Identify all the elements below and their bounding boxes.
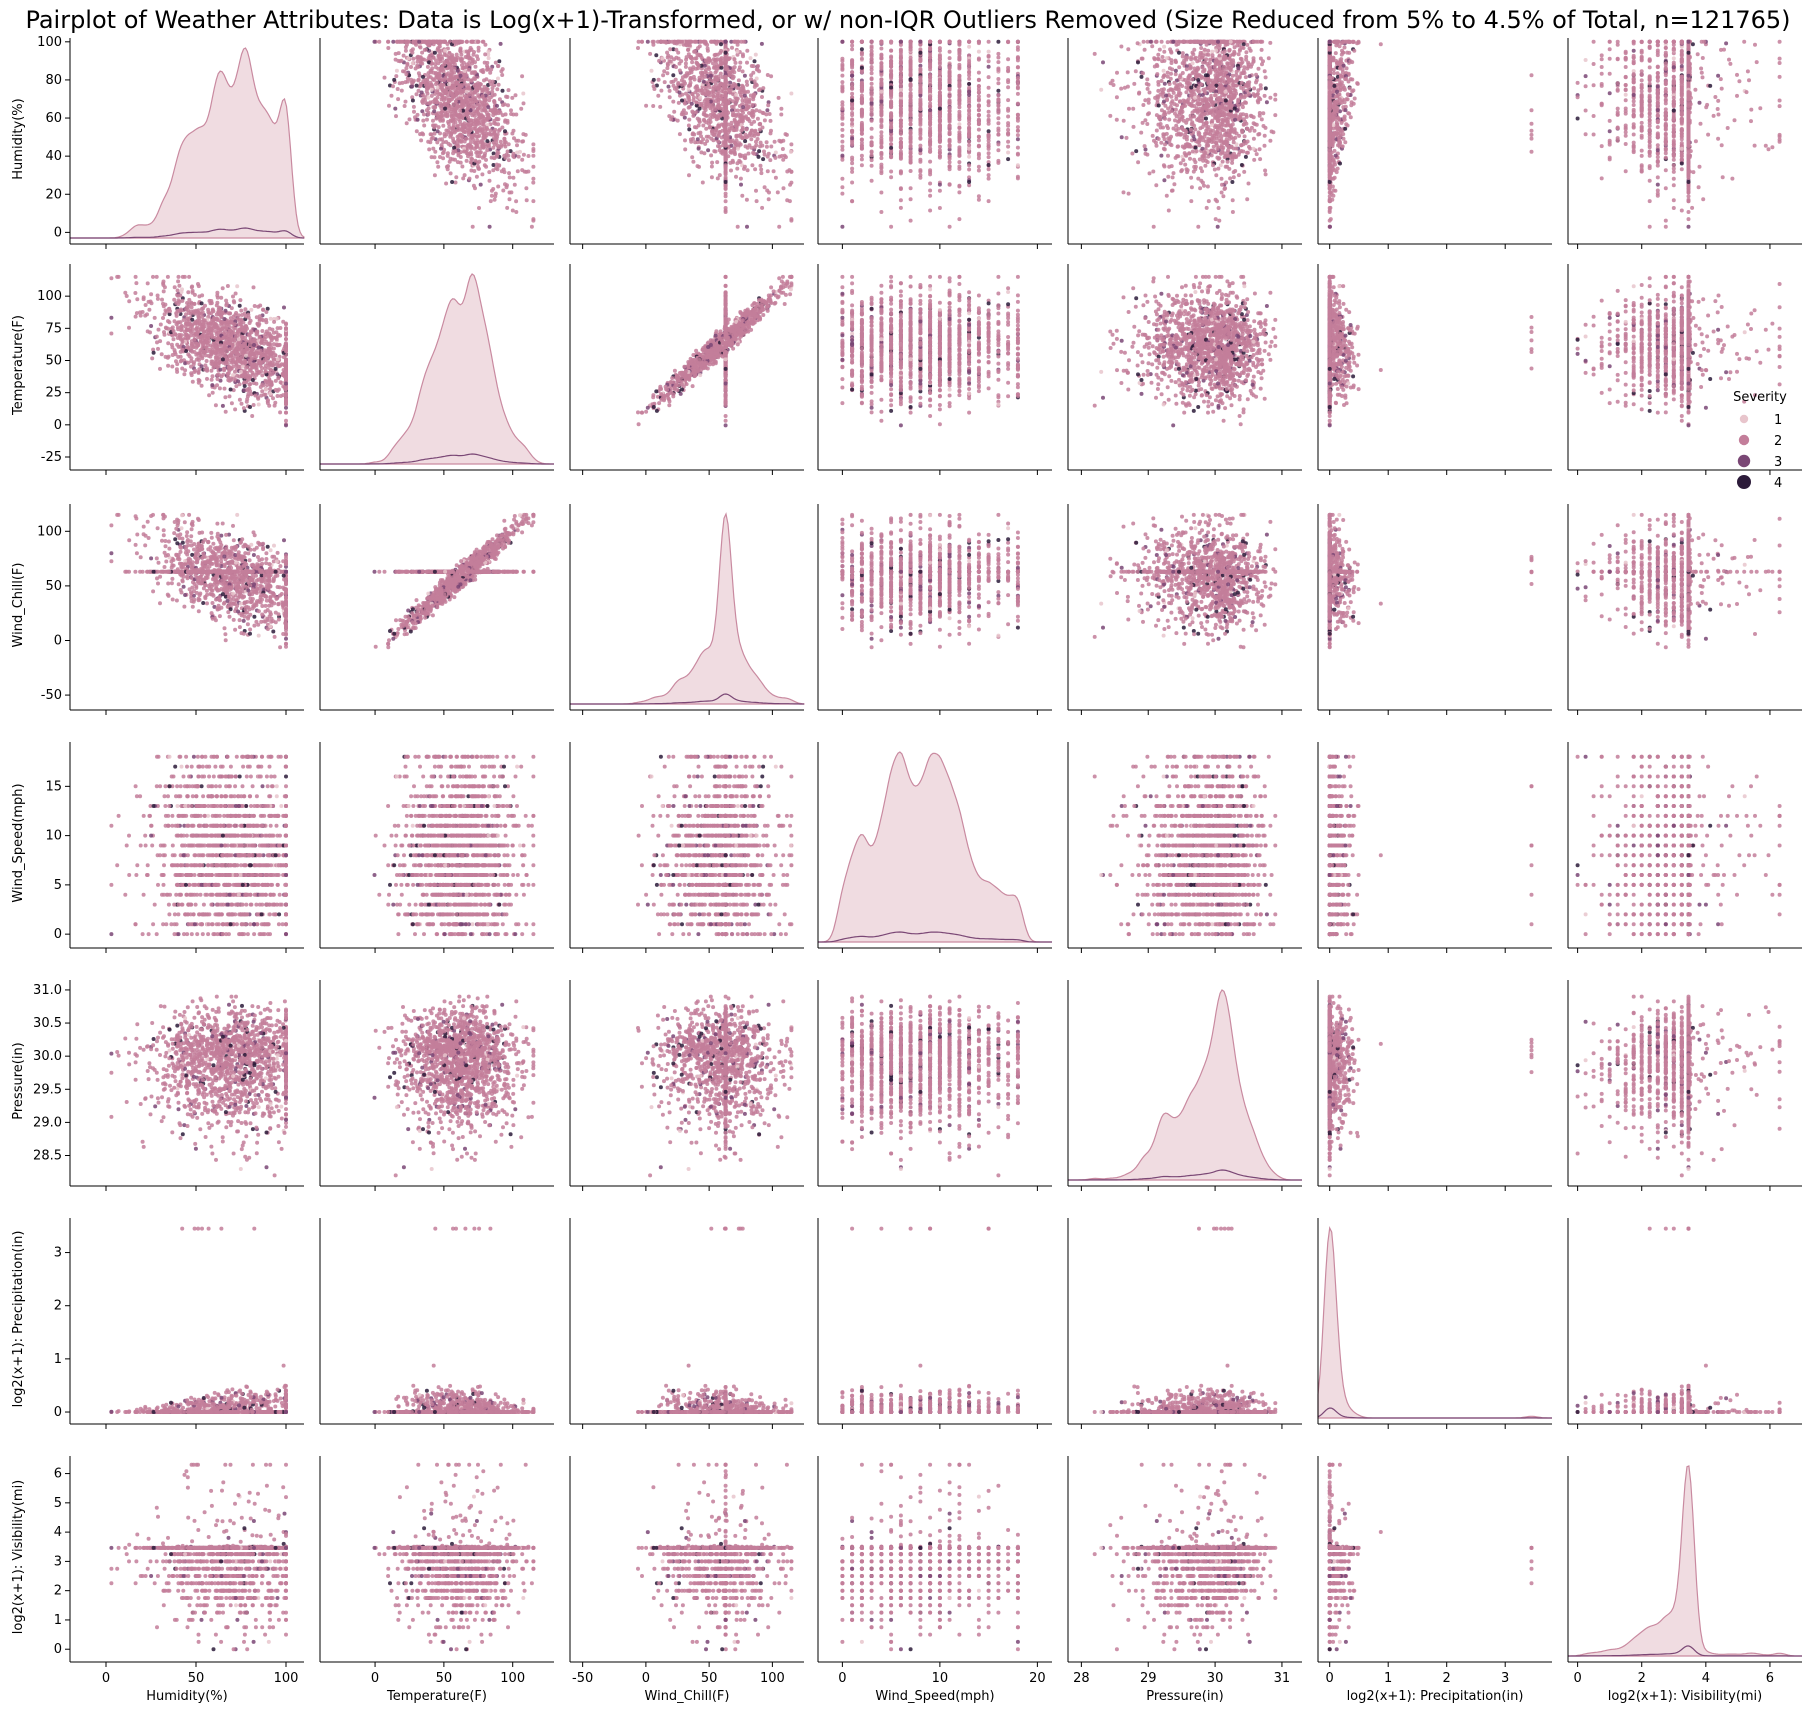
point: [447, 142, 451, 146]
point: [527, 154, 531, 158]
y-tick-label: 40: [45, 149, 62, 164]
point: [494, 61, 498, 65]
point: [387, 104, 391, 108]
panel-0-1: [320, 38, 554, 249]
pairplot-panels: 020406080100-250255075100-50050100051015…: [11, 35, 1802, 1704]
point: [483, 85, 487, 89]
point: [490, 194, 494, 198]
point: [496, 64, 500, 68]
point: [396, 97, 400, 101]
point: [475, 119, 479, 123]
point: [435, 140, 439, 144]
point: [401, 69, 405, 73]
point: [493, 198, 497, 202]
point: [497, 59, 501, 63]
point: [485, 148, 489, 152]
point: [449, 171, 453, 175]
point: [488, 179, 492, 183]
point: [497, 83, 501, 87]
y-tick-label: 0: [54, 225, 62, 240]
point: [426, 92, 430, 96]
point: [476, 57, 480, 61]
point: [394, 114, 398, 118]
y-tick-label: 60: [45, 111, 62, 126]
point: [433, 173, 437, 177]
point: [465, 159, 469, 163]
point: [514, 199, 518, 203]
point: [512, 129, 516, 133]
kde-severity-2-0: [70, 48, 304, 238]
point: [394, 52, 398, 56]
point: [417, 71, 421, 75]
point: [421, 75, 425, 79]
point: [422, 58, 426, 62]
point: [404, 100, 408, 104]
y-tick-label: 80: [45, 73, 62, 88]
panel-0-0: 0 20 40 60 80 100: [37, 35, 304, 249]
point: [520, 74, 524, 78]
point: [496, 122, 500, 126]
point: [460, 165, 464, 169]
point: [477, 206, 481, 210]
point: [507, 88, 511, 92]
point: [410, 95, 414, 99]
point: [441, 124, 445, 128]
point: [521, 92, 525, 96]
point: [421, 119, 425, 123]
point: [531, 181, 535, 185]
point: [402, 54, 406, 58]
point: [479, 183, 483, 187]
point: [496, 185, 500, 189]
point: [427, 147, 431, 151]
point: [439, 147, 443, 151]
point: [501, 89, 505, 93]
point: [506, 150, 510, 154]
point: [420, 91, 424, 95]
point: [520, 158, 524, 162]
point: [426, 140, 430, 144]
point: [525, 198, 529, 202]
point: [508, 175, 512, 179]
point: [524, 186, 528, 190]
point: [531, 142, 535, 146]
y-tick-label: 100: [37, 35, 62, 50]
point: [432, 109, 436, 113]
point: [487, 170, 491, 174]
point: [522, 101, 526, 105]
point: [469, 46, 473, 50]
point: [501, 189, 505, 193]
point: [504, 112, 508, 116]
y-tick-label: 20: [45, 187, 62, 202]
point: [498, 97, 502, 101]
point: [495, 87, 499, 91]
point: [383, 76, 387, 80]
point: [412, 105, 416, 109]
point: [393, 107, 397, 111]
point: [419, 138, 423, 142]
point: [390, 94, 394, 98]
point: [404, 49, 408, 53]
point: [531, 165, 535, 169]
point: [442, 150, 446, 154]
point: [431, 119, 435, 123]
point: [471, 225, 475, 229]
point: [519, 107, 523, 111]
point: [489, 199, 493, 203]
chart-title: Pairplot of Weather Attributes: Data is …: [25, 6, 1790, 34]
point: [531, 149, 535, 153]
point: [475, 175, 479, 179]
point: [440, 143, 444, 147]
point: [386, 40, 390, 44]
point: [499, 42, 503, 46]
point: [515, 143, 519, 147]
